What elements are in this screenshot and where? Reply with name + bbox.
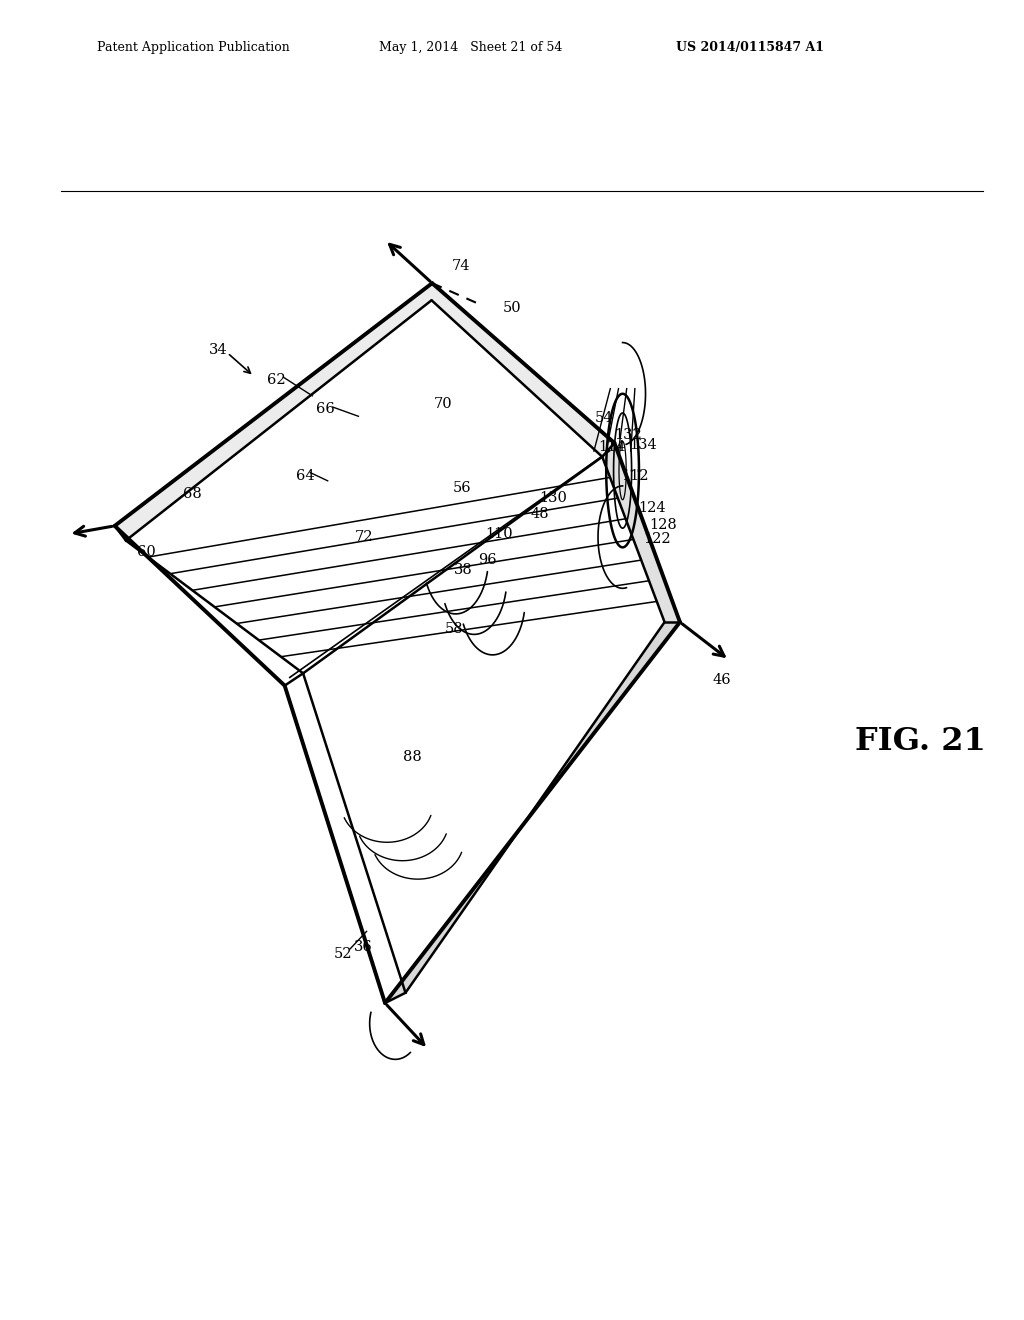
Text: 68: 68 <box>183 487 202 502</box>
Text: 50: 50 <box>503 301 521 314</box>
Text: Patent Application Publication: Patent Application Publication <box>97 41 290 54</box>
Text: 56: 56 <box>453 480 471 495</box>
Text: 62: 62 <box>267 374 286 388</box>
Text: 46: 46 <box>713 673 731 688</box>
Text: US 2014/0115847 A1: US 2014/0115847 A1 <box>676 41 824 54</box>
Text: 64: 64 <box>296 469 314 483</box>
Text: 110: 110 <box>485 527 512 541</box>
Text: 36: 36 <box>354 940 373 954</box>
Polygon shape <box>385 622 680 1003</box>
Polygon shape <box>602 444 680 622</box>
Text: 66: 66 <box>316 403 335 416</box>
Text: 70: 70 <box>434 397 453 411</box>
Text: 128: 128 <box>649 517 678 532</box>
Text: 52: 52 <box>334 946 352 961</box>
Text: 54: 54 <box>595 412 613 425</box>
Text: 88: 88 <box>403 750 422 764</box>
Text: 130: 130 <box>539 491 567 506</box>
Text: 134: 134 <box>629 438 657 451</box>
Text: 34: 34 <box>209 343 227 356</box>
Text: 58: 58 <box>444 622 463 636</box>
Text: 72: 72 <box>354 531 373 544</box>
Polygon shape <box>115 284 432 540</box>
Text: FIG. 21: FIG. 21 <box>855 726 986 758</box>
Text: 132: 132 <box>613 428 642 442</box>
Text: 124: 124 <box>639 502 666 515</box>
Text: 74: 74 <box>452 259 470 273</box>
Text: May 1, 2014   Sheet 21 of 54: May 1, 2014 Sheet 21 of 54 <box>379 41 562 54</box>
Text: 112: 112 <box>622 469 648 483</box>
Text: 122: 122 <box>644 532 671 546</box>
Polygon shape <box>431 284 614 457</box>
Text: 38: 38 <box>454 562 472 577</box>
Text: 48: 48 <box>530 507 549 520</box>
Text: 96: 96 <box>478 553 497 566</box>
Text: 60: 60 <box>137 545 156 560</box>
Text: 114: 114 <box>599 440 626 454</box>
